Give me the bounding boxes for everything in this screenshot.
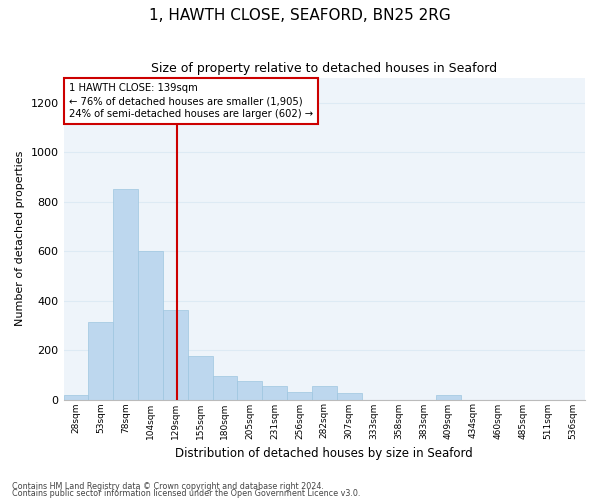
Bar [262, 386, 287, 400]
Bar [163, 310, 188, 400]
Text: Contains HM Land Registry data © Crown copyright and database right 2024.: Contains HM Land Registry data © Crown c… [12, 482, 324, 491]
Bar [212, 376, 238, 400]
Bar [64, 394, 88, 400]
Bar [188, 356, 212, 400]
Y-axis label: Number of detached properties: Number of detached properties [15, 151, 25, 326]
X-axis label: Distribution of detached houses by size in Seaford: Distribution of detached houses by size … [175, 447, 473, 460]
Bar [337, 394, 362, 400]
Title: Size of property relative to detached houses in Seaford: Size of property relative to detached ho… [151, 62, 497, 76]
Bar [113, 190, 138, 400]
Text: 1, HAWTH CLOSE, SEAFORD, BN25 2RG: 1, HAWTH CLOSE, SEAFORD, BN25 2RG [149, 8, 451, 22]
Bar [312, 386, 337, 400]
Bar [238, 381, 262, 400]
Bar [436, 394, 461, 400]
Text: Contains public sector information licensed under the Open Government Licence v3: Contains public sector information licen… [12, 489, 361, 498]
Bar [287, 392, 312, 400]
Bar [88, 322, 113, 400]
Bar [138, 251, 163, 400]
Text: 1 HAWTH CLOSE: 139sqm
← 76% of detached houses are smaller (1,905)
24% of semi-d: 1 HAWTH CLOSE: 139sqm ← 76% of detached … [69, 83, 313, 120]
